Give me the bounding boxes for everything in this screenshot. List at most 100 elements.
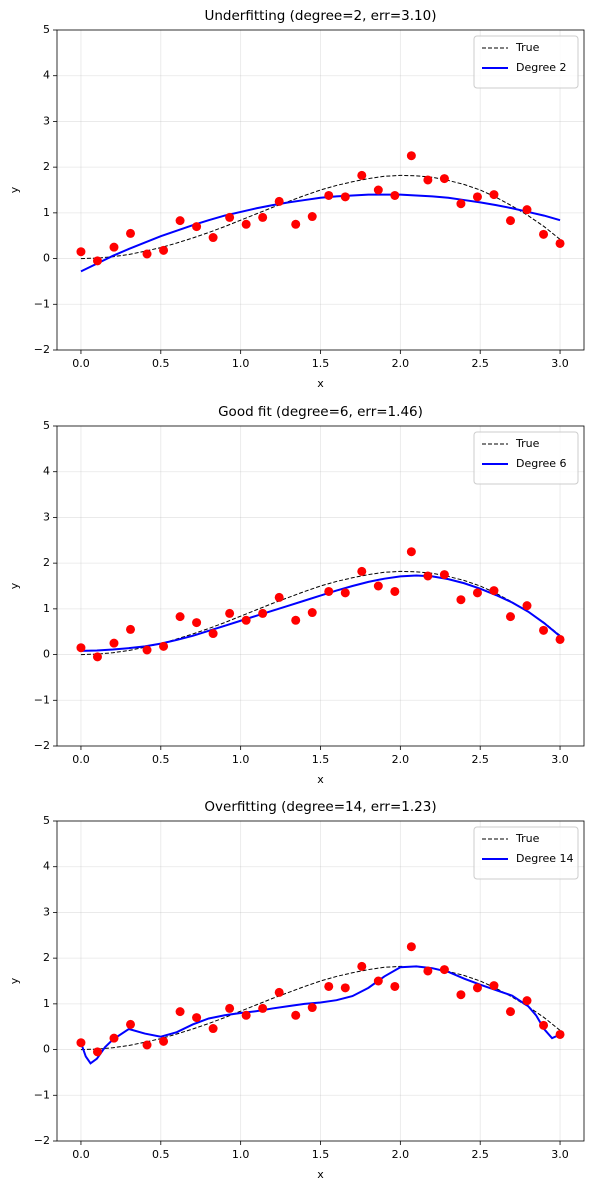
data-point [357, 566, 367, 576]
x-tick-label: 2.5 [471, 357, 489, 370]
y-tick-label: 3 [43, 510, 50, 523]
data-point [539, 229, 549, 239]
data-point [324, 981, 334, 991]
legend-label: True [515, 832, 540, 845]
y-tick-label: −2 [34, 739, 50, 752]
series-line [80, 193, 561, 273]
data-point [142, 645, 152, 655]
subplot: Good fit (degree=6, err=1.46) 0.0 0.5 1.0 1.… [8, 404, 585, 786]
y-tick-label: 2 [43, 951, 50, 964]
data-point [307, 608, 317, 618]
data-point [92, 256, 102, 266]
data-point [505, 612, 515, 622]
data-point [373, 185, 383, 195]
y-axis-label: y [8, 977, 21, 984]
y-tick-label: 3 [43, 114, 50, 127]
x-tick-label: 1.5 [312, 357, 330, 370]
y-tick-label: 5 [43, 419, 50, 432]
legend-label: Degree 14 [516, 852, 574, 865]
y-tick-label: −1 [34, 297, 50, 310]
y-tick-label: −2 [34, 1134, 50, 1147]
data-point [340, 588, 350, 598]
data-point [423, 571, 433, 581]
axes-frame [56, 425, 585, 747]
data-point [241, 615, 251, 625]
data-point [258, 608, 268, 618]
legend: True Degree 6 [473, 431, 579, 485]
y-tick-label: 5 [43, 23, 50, 36]
y-tick-label: 1 [43, 206, 50, 219]
x-tick-label: 0.5 [152, 1148, 170, 1161]
data-point [439, 174, 449, 184]
data-point [291, 219, 301, 229]
y-tick-label: −2 [34, 343, 50, 356]
legend-box [473, 826, 579, 880]
data-point [489, 190, 499, 200]
x-tick-label: 0.5 [152, 357, 170, 370]
x-tick-label: 1.5 [312, 753, 330, 766]
data-point [390, 586, 400, 596]
data-point [142, 1040, 152, 1050]
data-point [406, 547, 416, 557]
data-point [423, 966, 433, 976]
data-point [307, 212, 317, 222]
x-tick-label: 0.0 [72, 357, 90, 370]
data-point [126, 624, 136, 634]
data-point [307, 1003, 317, 1013]
y-tick-label: 0 [43, 1043, 50, 1056]
data-point [456, 595, 466, 605]
y-tick-label: 5 [43, 814, 50, 827]
x-tick-label: 1.5 [312, 1148, 330, 1161]
legend-box [473, 431, 579, 485]
plot-area [76, 151, 565, 273]
data-point [274, 592, 284, 602]
x-tick-label: 1.0 [232, 357, 250, 370]
y-tick-label: 4 [43, 860, 50, 873]
data-point [522, 205, 532, 215]
data-point [555, 1029, 565, 1039]
y-tick-label: −1 [34, 1088, 50, 1101]
data-point [390, 190, 400, 200]
x-axis-label: x [317, 377, 324, 390]
y-tick-label: 0 [43, 648, 50, 661]
data-point [76, 1038, 86, 1048]
data-point [175, 1007, 185, 1017]
data-point [539, 625, 549, 635]
chart-title: Overfitting (degree=14, err=1.23) [204, 799, 436, 815]
data-point [456, 199, 466, 209]
data-point [109, 638, 119, 648]
data-point [489, 586, 499, 596]
data-point [192, 1013, 202, 1023]
y-axis-label: y [8, 186, 21, 193]
x-axis-label: x [317, 773, 324, 786]
legend-label: True [515, 41, 540, 54]
data-point [324, 586, 334, 596]
data-point [522, 996, 532, 1006]
y-tick-label: 1 [43, 602, 50, 615]
y-tick-label: 4 [43, 465, 50, 478]
legend-label: Degree 2 [516, 61, 567, 74]
data-point [373, 581, 383, 591]
y-tick-label: 4 [43, 69, 50, 82]
data-point [241, 1010, 251, 1020]
data-point [406, 942, 416, 952]
x-tick-label: 2.0 [392, 357, 410, 370]
data-point [505, 216, 515, 226]
y-axis-label: y [8, 582, 21, 589]
data-point [505, 1007, 515, 1017]
x-tick-label: 2.5 [471, 1148, 489, 1161]
data-point [109, 1033, 119, 1043]
data-point [126, 1019, 136, 1029]
data-point [555, 634, 565, 644]
data-point [555, 238, 565, 248]
data-point [92, 1047, 102, 1057]
legend-label: Degree 6 [516, 457, 567, 470]
y-tick-label: 3 [43, 905, 50, 918]
data-point [357, 170, 367, 180]
y-tick-label: 2 [43, 160, 50, 173]
x-tick-label: 3.0 [551, 1148, 569, 1161]
data-point [92, 652, 102, 662]
y-tick-label: 0 [43, 252, 50, 265]
plot-area [76, 547, 565, 662]
